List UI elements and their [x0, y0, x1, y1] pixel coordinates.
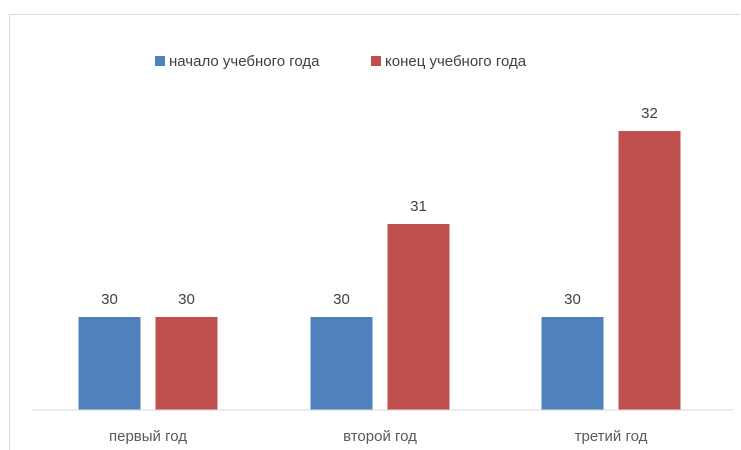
legend-label-series-1: начало учебного года: [169, 53, 320, 70]
legend-label-series-2: конец учебного года: [385, 53, 527, 70]
legend-swatch-series-1: [155, 56, 165, 66]
x-tick-label-2: второй год: [343, 428, 417, 445]
bar-series-2-cat-2: [387, 224, 450, 410]
data-label-series-1-cat-3: 30: [564, 291, 581, 308]
bar-series-2-cat-1: [155, 317, 218, 410]
x-tick-labels: первый год второй год третий год: [109, 428, 648, 445]
legend-swatch-series-2: [371, 56, 381, 66]
data-label-series-2-cat-1: 30: [178, 291, 195, 308]
x-tick-label-3: третий год: [575, 428, 648, 445]
bars-group: 30 30 30 31 30 32: [78, 105, 681, 410]
bar-series-1-cat-2: [310, 317, 373, 410]
legend: начало учебного года конец учебного года: [155, 53, 527, 70]
data-label-series-1-cat-2: 30: [333, 291, 350, 308]
bar-series-2-cat-3: [618, 131, 681, 410]
x-tick-label-1: первый год: [109, 428, 187, 445]
bar-series-1-cat-1: [78, 317, 141, 410]
chart-frame: [9, 14, 740, 450]
data-label-series-1-cat-1: 30: [101, 291, 118, 308]
data-label-series-2-cat-2: 31: [410, 198, 427, 215]
bar-series-1-cat-3: [541, 317, 604, 410]
data-label-series-2-cat-3: 32: [641, 105, 658, 122]
